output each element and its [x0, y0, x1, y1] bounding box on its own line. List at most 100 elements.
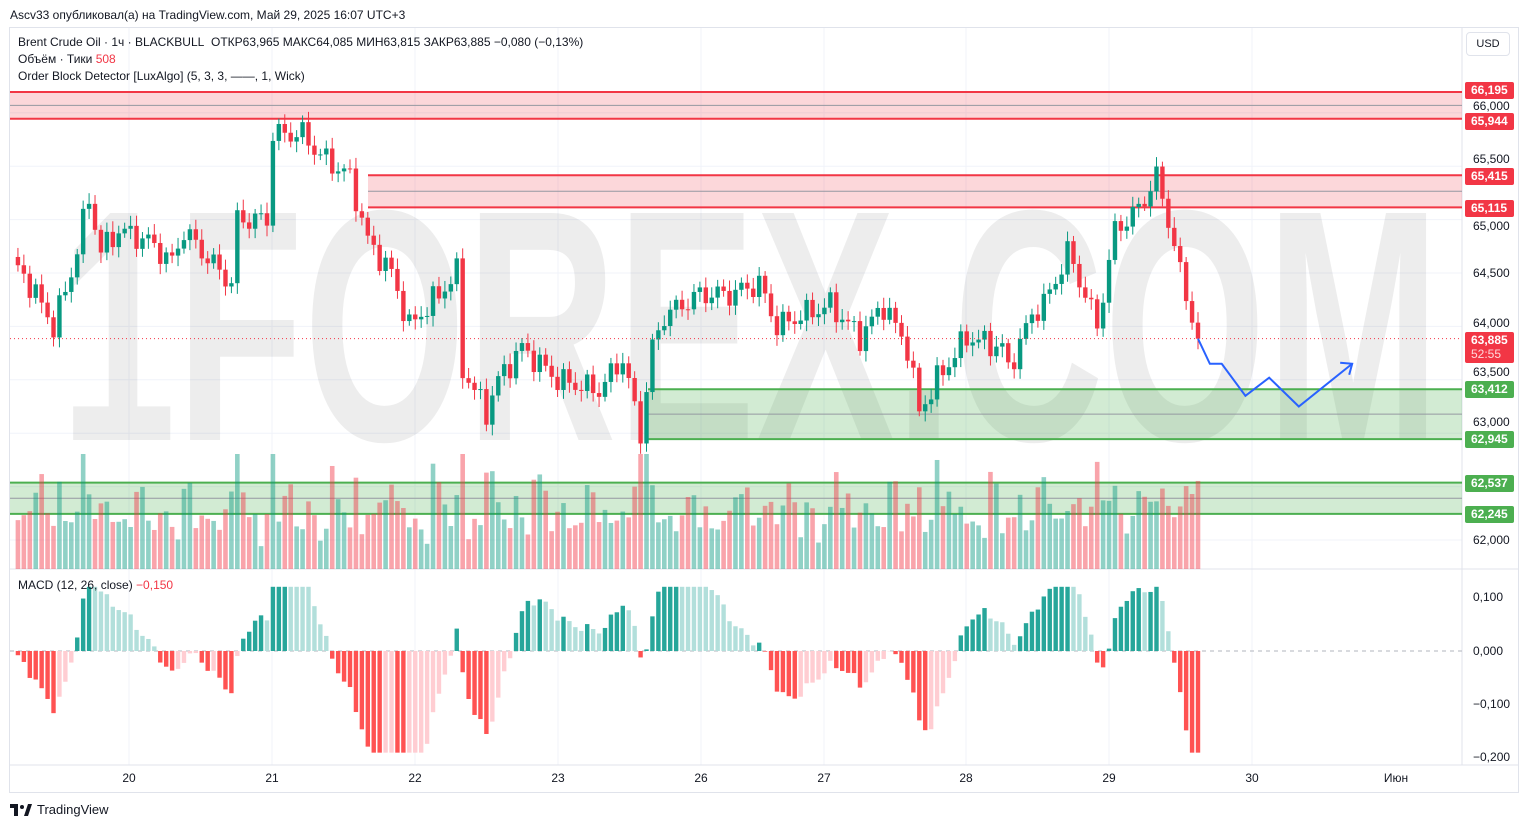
volume-bar [679, 515, 685, 569]
legend-macd-row: MACD (12, 26, close) −0,150 [18, 578, 173, 592]
macd-histogram-bar [513, 632, 519, 651]
candle-body [413, 314, 418, 320]
macd-histogram-bar [774, 651, 780, 692]
macd-histogram-bar [697, 586, 703, 651]
macd-histogram-bar [650, 616, 655, 651]
volume-bar [436, 482, 442, 569]
last-price: 63,885 [1471, 333, 1508, 347]
macd-label[interactable]: MACD (12, 26, close) [18, 578, 133, 592]
volume-bar [739, 494, 744, 569]
volume-bar [1142, 496, 1147, 569]
macd-histogram-bar [893, 651, 898, 655]
volume-bar [252, 514, 258, 569]
candle-body [436, 286, 442, 299]
macd-histogram-bar [193, 651, 199, 654]
macd-histogram-bar [1035, 609, 1041, 651]
ob1-top-label: 66,195 [1465, 82, 1514, 99]
candle-body [1059, 274, 1064, 284]
candle-body [893, 307, 898, 323]
candle-body [709, 297, 714, 304]
candle-body [383, 257, 388, 271]
macd-histogram-bar [1094, 651, 1100, 663]
macd-histogram-bar [673, 586, 679, 651]
volume-bar [857, 512, 863, 569]
volume-bar [395, 501, 400, 569]
macd-histogram-bar [69, 651, 74, 663]
volume-bar [774, 524, 780, 569]
macd-histogram-bar [934, 651, 940, 707]
candle-body [169, 252, 175, 256]
candle-body [952, 358, 958, 368]
ob1-bottom-label: 65,944 [1465, 113, 1514, 130]
macd-histogram-bar [306, 586, 311, 651]
macd-histogram-bar [472, 651, 477, 715]
macd-histogram-bar [353, 651, 359, 713]
volume-bar [887, 481, 892, 569]
candle-body [365, 217, 370, 236]
macd-histogram-bar [318, 624, 323, 651]
macd-histogram-bar [181, 651, 187, 663]
volume-bar [199, 515, 205, 569]
candle-body [1160, 166, 1165, 199]
volume-bar [401, 508, 406, 569]
macd-histogram-bar [668, 586, 673, 651]
candle-body [519, 343, 525, 351]
volume-bar [525, 534, 531, 569]
volume-label[interactable]: Объём · Тики [18, 52, 93, 66]
volume-bar [1154, 501, 1159, 569]
macd-histogram-bar [401, 651, 406, 753]
candle-body [626, 363, 631, 379]
macd-histogram-bar [252, 620, 258, 651]
ob3-bottom-label: 62,945 [1465, 431, 1514, 448]
volume-bar [21, 515, 27, 569]
tradingview-logo[interactable]: TradingView [10, 802, 109, 817]
volume-bar [745, 487, 750, 569]
currency-button[interactable]: USD [1466, 32, 1510, 56]
candle-body [1130, 206, 1135, 227]
volume-bar [590, 492, 596, 569]
candle-body [282, 124, 287, 133]
volume-bar [614, 520, 620, 569]
macd-histogram-bar [786, 651, 792, 697]
macd-histogram-bar [1059, 586, 1064, 651]
macd-histogram-bar [970, 619, 975, 651]
legend-indicator[interactable]: Order Block Detector [LuxAlgo] (5, 3, 3,… [18, 69, 305, 83]
forecast-arrowhead [1340, 361, 1354, 376]
candle-body [786, 311, 792, 322]
volume-bar [152, 529, 157, 569]
last-price-label: 63,885 52:55 [1465, 332, 1514, 363]
macd-histogram-bar [1148, 591, 1153, 651]
price-tick: 65,000 [1473, 219, 1510, 233]
volume-bar [1094, 461, 1100, 569]
volume-bar [756, 517, 762, 569]
volume-bar [329, 465, 335, 569]
volume-bar [318, 540, 323, 569]
macd-histogram-bar [454, 628, 459, 651]
candle-body [733, 289, 738, 306]
candle-body [596, 393, 602, 397]
macd-histogram-bar [92, 586, 98, 651]
volume-bar [762, 505, 768, 569]
macd-histogram-bar [733, 626, 738, 651]
ob4-top-label: 62,537 [1465, 475, 1514, 492]
candle-body [258, 213, 264, 215]
volume-bar [507, 528, 513, 569]
volume-bar [1017, 494, 1023, 569]
volume-bar [810, 508, 815, 569]
macd-histogram-bar [1178, 651, 1183, 693]
candle-body [614, 363, 620, 375]
price-tick: 63,500 [1473, 365, 1510, 379]
candle-body [679, 299, 685, 310]
macd-histogram-bar [917, 651, 922, 721]
macd-histogram-bar [163, 651, 169, 667]
macd-histogram-bar [905, 651, 910, 680]
volume-bar [1053, 518, 1058, 569]
volume-bar [211, 520, 216, 569]
symbol-name[interactable]: Brent Crude Oil · 1ч · BLACKBULL [18, 35, 205, 49]
macd-histogram-bar [407, 651, 412, 753]
volume-bar [69, 522, 74, 569]
macd-histogram-bar [810, 651, 815, 683]
volume-bar [1166, 505, 1171, 569]
macd-histogram-bar [466, 651, 471, 699]
